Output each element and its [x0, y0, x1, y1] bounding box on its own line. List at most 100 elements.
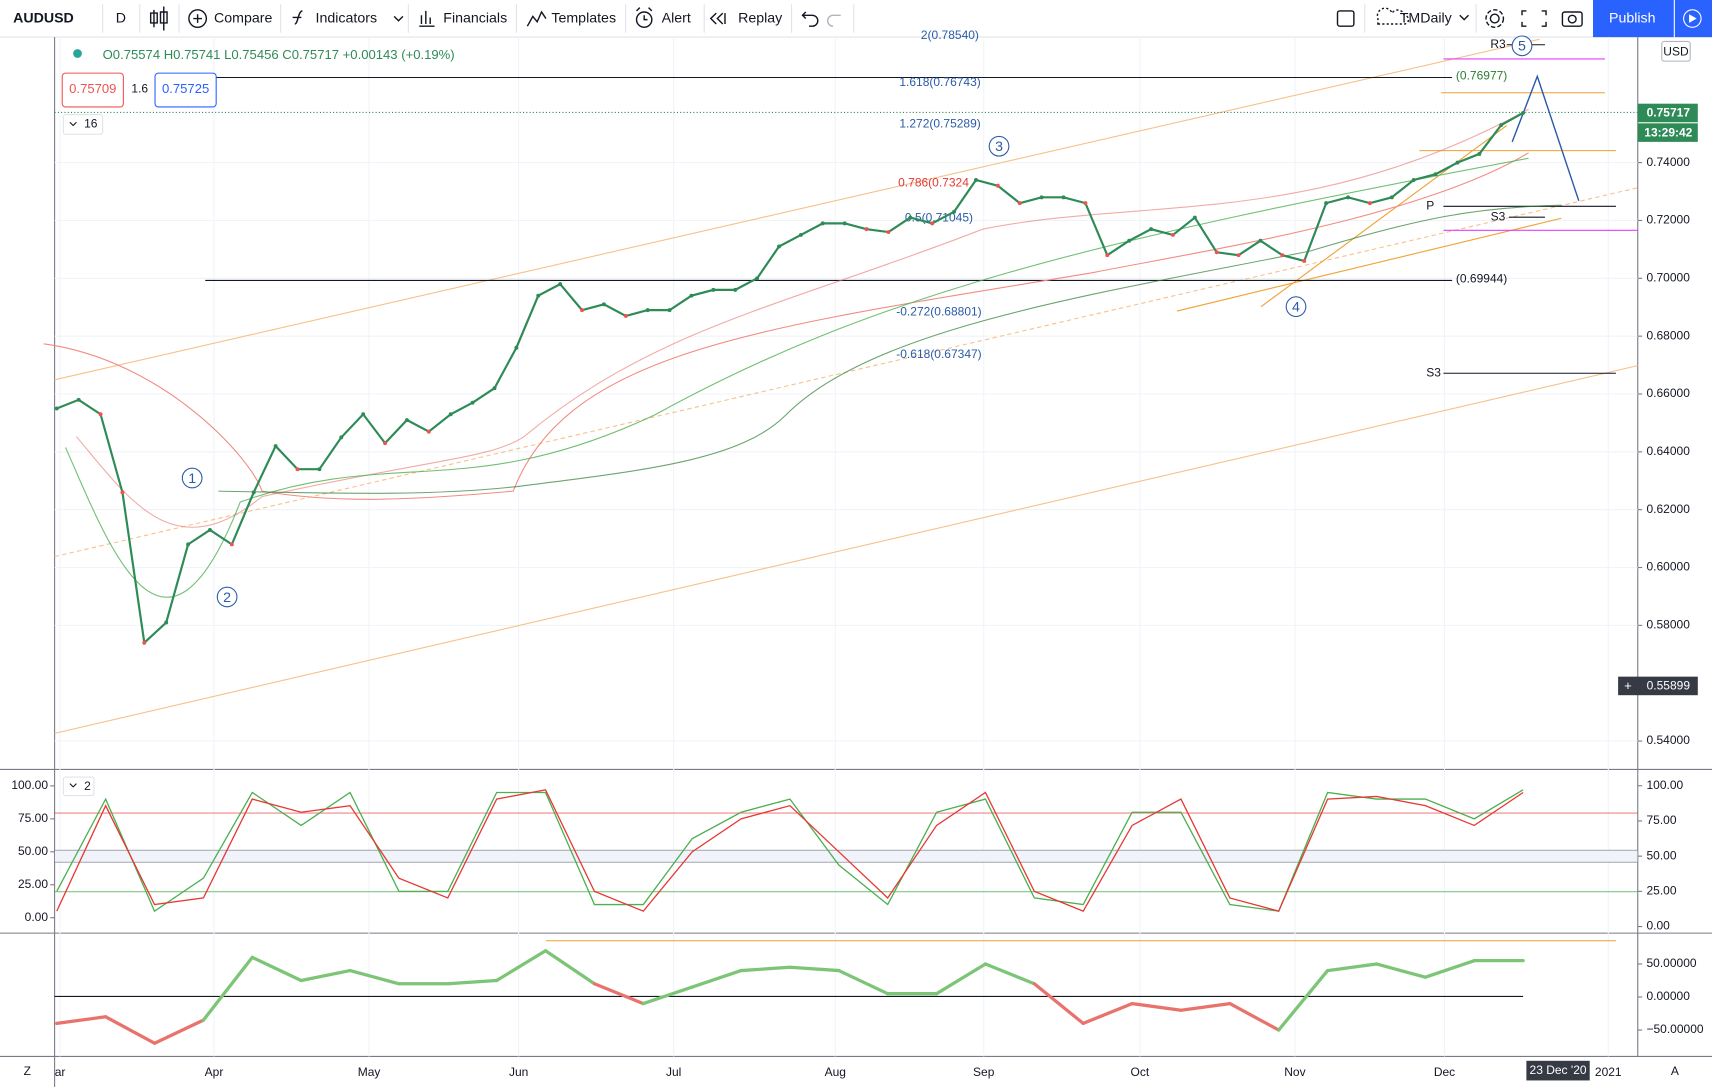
currency[interactable]: USD — [1663, 45, 1689, 59]
price-point — [536, 293, 541, 298]
wave-circle — [1285, 296, 1307, 318]
toolbar-button[interactable]: Compare — [214, 10, 272, 26]
y-tick-label: 50.00 — [1646, 848, 1676, 862]
symbol[interactable]: AUDUSD — [13, 10, 74, 26]
publish-label[interactable]: Publish — [1609, 10, 1656, 26]
price-point — [864, 227, 869, 232]
oscillator-segment — [250, 955, 303, 983]
x-tick-label: Apr — [205, 1065, 224, 1079]
oscillator-segment — [1325, 962, 1379, 973]
grid — [54, 37, 1638, 1057]
spread: 1.6 — [131, 82, 148, 96]
price-point — [623, 313, 628, 318]
y-tick-label: 100.00 — [11, 778, 48, 792]
x-tick-label: Jun — [509, 1065, 528, 1079]
bid[interactable]: 0.75709 — [69, 81, 116, 96]
price-point — [186, 542, 191, 547]
status-dot — [73, 49, 82, 58]
price-point — [1302, 258, 1307, 263]
currency-box[interactable] — [1661, 40, 1691, 62]
price-point — [361, 412, 366, 417]
y-tick-label: −50.00000 — [1646, 1022, 1703, 1036]
annotation: R3 — [1490, 37, 1506, 51]
play-icon — [1683, 9, 1702, 28]
price-point — [908, 215, 913, 220]
price-point — [76, 397, 81, 402]
price-point — [120, 490, 125, 495]
time-cursor-badge — [1526, 1060, 1590, 1081]
y-tick-label: 75.00 — [18, 811, 48, 825]
wave-label: 4 — [1292, 300, 1300, 316]
price-point — [1170, 232, 1175, 237]
corner-label[interactable]: Z — [24, 1064, 31, 1078]
indicator-count[interactable]: 16 — [84, 117, 98, 131]
oscillator-segment — [788, 965, 841, 973]
price-point — [930, 221, 935, 226]
layout-name[interactable]: TMDaily — [1400, 10, 1453, 26]
toolbar-separators — [102, 4, 1477, 33]
price-point — [1258, 238, 1263, 243]
annotation: (0.69944) — [1456, 272, 1507, 286]
wave-circle — [988, 135, 1010, 157]
oscillator-segment — [299, 968, 352, 983]
oscillator-segment — [104, 1015, 157, 1045]
annotation: P — [1426, 198, 1434, 212]
toolbar-button[interactable]: Indicators — [316, 10, 378, 26]
y-tick-label: 50.00 — [18, 844, 48, 858]
annotation: S3 — [1491, 209, 1506, 223]
y-tick-label: 0.00 — [25, 910, 49, 924]
toolbar-button[interactable]: Replay — [738, 10, 783, 26]
price-point — [733, 287, 738, 292]
oscillator-segment — [348, 968, 401, 986]
price-point — [974, 178, 978, 182]
x-tick-label: May — [358, 1065, 381, 1079]
price-point — [1017, 201, 1022, 206]
interval[interactable]: D — [116, 10, 126, 26]
cursor-price: 0.55899 — [1647, 679, 1691, 693]
buy-box[interactable] — [154, 72, 217, 108]
oscillator-segment — [495, 949, 548, 983]
toolbar-button[interactable]: Alert — [662, 10, 691, 26]
price-point — [1455, 160, 1460, 165]
pane-borders — [0, 37, 1712, 1087]
y-tick-label: 25.00 — [1646, 884, 1676, 898]
stoch-count[interactable]: 2 — [84, 779, 91, 793]
stoch-toggle[interactable] — [62, 776, 95, 797]
oscillator-segment — [446, 978, 499, 986]
price-point — [1411, 178, 1416, 182]
price-point — [886, 230, 891, 235]
annotation: (0.76977) — [1456, 69, 1507, 83]
price-point — [295, 467, 300, 472]
y-tick-label: 0.58000 — [1646, 618, 1690, 632]
oscillator-segment — [837, 968, 890, 996]
price-point — [1324, 201, 1329, 206]
price-point — [1433, 172, 1438, 177]
toolbar-button[interactable]: Financials — [443, 10, 507, 26]
y-tick-label: 0.74000 — [1646, 155, 1690, 169]
corner-label[interactable]: A — [1671, 1064, 1679, 1078]
price-point — [798, 232, 803, 237]
y-tick-label: 0.62000 — [1646, 502, 1690, 516]
annotation: 1.618(0.76743) — [899, 75, 980, 89]
oscillator-segment — [201, 955, 254, 1022]
oscillator-segment — [934, 962, 988, 996]
price-point — [142, 640, 147, 645]
toolbar-button[interactable]: Templates — [551, 10, 616, 26]
chevron — [69, 121, 77, 127]
price-point — [339, 435, 344, 440]
indicator-toggle[interactable] — [62, 114, 104, 135]
price-point — [426, 429, 431, 434]
price-point — [1521, 111, 1526, 115]
publish-button[interactable] — [1592, 0, 1674, 38]
sell-box[interactable] — [61, 72, 124, 108]
annotation: S3 — [1426, 365, 1441, 379]
oscillator-segment — [152, 1018, 206, 1045]
wave-circle — [1511, 35, 1533, 57]
ask[interactable]: 0.75725 — [162, 81, 209, 96]
price-point — [755, 276, 760, 281]
price-point — [580, 308, 584, 313]
price-point — [229, 542, 234, 547]
price-point — [1127, 238, 1132, 243]
